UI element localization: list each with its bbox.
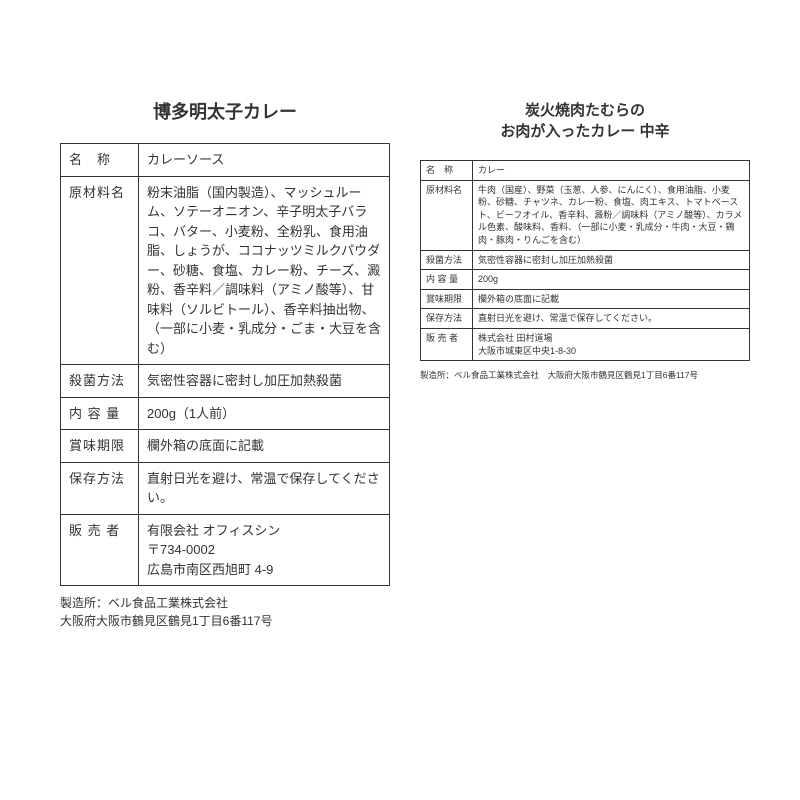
row-value: 欄外箱の底面に記載 <box>473 289 750 309</box>
row-label: 原材料名 <box>61 176 139 365</box>
table-row: 内 容 量200g <box>421 270 750 290</box>
row-value: 牛肉（国産）、野菜（玉葱、人参、にんにく）、食用油脂、小麦粉、砂糖、チャツネ、カ… <box>473 180 750 250</box>
table-row: 保存方法直射日光を避け、常温で保存してください。 <box>61 462 390 514</box>
row-value: 有限会社 オフィスシン 〒734-0002 広島市南区西旭町 4-9 <box>139 514 390 586</box>
row-label: 保存方法 <box>421 309 473 329</box>
row-value: 粉末油脂（国内製造）、マッシュルーム、ソテーオニオン、辛子明太子バラコ、バター、… <box>139 176 390 365</box>
row-label: 名 称 <box>61 144 139 177</box>
row-value: カレーソース <box>139 144 390 177</box>
product-title-left: 博多明太子カレー <box>60 100 390 125</box>
row-label: 賞味期限 <box>421 289 473 309</box>
row-label: 内 容 量 <box>421 270 473 290</box>
product-right: 炭火焼肉たむらの お肉が入ったカレー 中辛 名 称カレー原材料名牛肉（国産）、野… <box>420 100 750 630</box>
nutrition-table-left: 名 称カレーソース原材料名粉末油脂（国内製造）、マッシュルーム、ソテーオニオン、… <box>60 143 390 586</box>
row-value: 200g（1人前） <box>139 397 390 430</box>
table-row: 原材料名粉末油脂（国内製造）、マッシュルーム、ソテーオニオン、辛子明太子バラコ、… <box>61 176 390 365</box>
row-label: 原材料名 <box>421 180 473 250</box>
row-label: 保存方法 <box>61 462 139 514</box>
table-row: 販 売 者有限会社 オフィスシン 〒734-0002 広島市南区西旭町 4-9 <box>61 514 390 586</box>
table-row: 名 称カレー <box>421 161 750 181</box>
row-value: 欄外箱の底面に記載 <box>139 430 390 463</box>
table-row: 賞味期限欄外箱の底面に記載 <box>61 430 390 463</box>
product-title-right: 炭火焼肉たむらの お肉が入ったカレー 中辛 <box>420 100 750 142</box>
table-row: 名 称カレーソース <box>61 144 390 177</box>
row-label: 殺菌方法 <box>421 250 473 270</box>
table-row: 殺菌方法気密性容器に密封し加圧加熱殺菌 <box>61 365 390 398</box>
row-label: 賞味期限 <box>61 430 139 463</box>
table-row: 賞味期限欄外箱の底面に記載 <box>421 289 750 309</box>
product-left: 博多明太子カレー 名 称カレーソース原材料名粉末油脂（国内製造）、マッシュルーム… <box>60 100 390 630</box>
row-label: 殺菌方法 <box>61 365 139 398</box>
table-row: 保存方法直射日光を避け、常温で保存してください。 <box>421 309 750 329</box>
row-value: 直射日光を避け、常温で保存してください。 <box>473 309 750 329</box>
table-row: 殺菌方法気密性容器に密封し加圧加熱殺菌 <box>421 250 750 270</box>
footer-left: 製造所：ベル食品工業株式会社 大阪府大阪市鶴見区鶴見1丁目6番117号 <box>60 594 390 630</box>
row-value: カレー <box>473 161 750 181</box>
row-label: 名 称 <box>421 161 473 181</box>
row-label: 販 売 者 <box>61 514 139 586</box>
row-value: 株式会社 田村道場 大阪市城東区中央1-8-30 <box>473 328 750 360</box>
table-row: 内 容 量200g（1人前） <box>61 397 390 430</box>
row-label: 販 売 者 <box>421 328 473 360</box>
row-value: 気密性容器に密封し加圧加熱殺菌 <box>139 365 390 398</box>
row-label: 内 容 量 <box>61 397 139 430</box>
table-row: 原材料名牛肉（国産）、野菜（玉葱、人参、にんにく）、食用油脂、小麦粉、砂糖、チャ… <box>421 180 750 250</box>
nutrition-table-right: 名 称カレー原材料名牛肉（国産）、野菜（玉葱、人参、にんにく）、食用油脂、小麦粉… <box>420 160 750 361</box>
footer-right: 製造所：ベル食品工業株式会社 大阪府大阪市鶴見区鶴見1丁目6番117号 <box>420 369 750 382</box>
row-value: 200g <box>473 270 750 290</box>
table-row: 販 売 者株式会社 田村道場 大阪市城東区中央1-8-30 <box>421 328 750 360</box>
row-value: 直射日光を避け、常温で保存してください。 <box>139 462 390 514</box>
product-labels-container: 博多明太子カレー 名 称カレーソース原材料名粉末油脂（国内製造）、マッシュルーム… <box>0 0 800 630</box>
row-value: 気密性容器に密封し加圧加熱殺菌 <box>473 250 750 270</box>
